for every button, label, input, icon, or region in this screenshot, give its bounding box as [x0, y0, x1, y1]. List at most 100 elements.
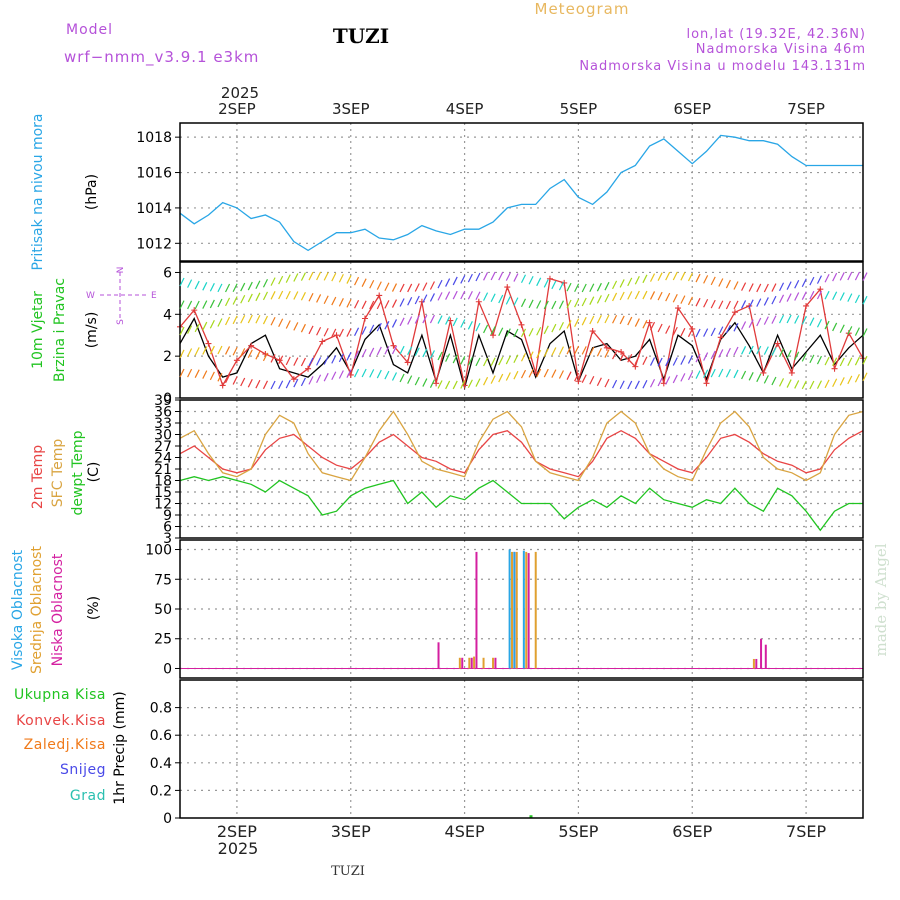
wind-vector [596, 282, 602, 292]
wind-vector [733, 323, 739, 332]
gust-marker [646, 319, 653, 326]
wind-vector [316, 271, 322, 281]
wind-vector [687, 296, 693, 306]
wind-vector [308, 325, 314, 335]
coords-text: lon,lat (19.32E, 42.36N) [686, 27, 866, 42]
wind-vector [316, 357, 322, 366]
legend-conv-rain: Konvek.Kisa [16, 713, 106, 729]
wind-vector [338, 298, 344, 307]
wind-vector [384, 282, 390, 292]
wind-vector [741, 346, 747, 355]
series-line [179, 429, 864, 478]
wind-vector [354, 368, 360, 378]
wind-vector [634, 290, 640, 300]
wind-vector [862, 328, 868, 337]
wind-vector [794, 380, 800, 389]
wind-vector [361, 368, 367, 378]
wind-vector [316, 374, 322, 384]
top-date-label: 5SEP [560, 100, 598, 118]
panel-frame [179, 679, 864, 819]
gust-marker [290, 376, 297, 383]
wind-vector [558, 322, 564, 331]
wind-vector [376, 346, 382, 356]
wind-vector [429, 379, 435, 388]
wind-vector [217, 318, 223, 327]
wind-vector [756, 345, 762, 355]
gust-marker [746, 302, 753, 309]
wind-vector [839, 272, 845, 281]
wind-vector [718, 326, 724, 335]
wind-vector [498, 356, 504, 366]
wind-vector [323, 272, 329, 281]
wind-vector [703, 369, 709, 378]
wind-vector [741, 321, 747, 330]
wind-vector [558, 346, 564, 355]
cloud-bar [534, 551, 537, 669]
wind-vector [574, 372, 580, 382]
wind-vector [536, 368, 542, 378]
wind-vector [202, 282, 208, 291]
wind-vector [809, 276, 815, 286]
wind-vector [816, 355, 823, 365]
wind-vector [498, 327, 504, 337]
wind-vector [627, 291, 633, 300]
cloud-bar [492, 657, 495, 669]
wind-vector [710, 276, 716, 286]
wind-vector [680, 295, 686, 304]
wind-vector [528, 351, 534, 360]
wind-vector [194, 347, 200, 356]
wind-vector [619, 380, 625, 390]
wind-vector [543, 279, 549, 288]
gust-marker [205, 340, 212, 347]
wind-vector [300, 357, 306, 367]
wind-vector [847, 357, 853, 367]
model-label: Model [66, 22, 113, 38]
cloud-bar [511, 551, 514, 669]
bottom-date-label: 3SEP [331, 822, 371, 841]
wind-vector [361, 300, 367, 310]
wind-vector [574, 298, 580, 308]
wind-panel: 0 2 4 6 [163, 261, 868, 407]
wind-vector [391, 345, 398, 355]
wind-vector [293, 378, 299, 388]
wind-vector [278, 318, 284, 328]
wind-vector [680, 272, 686, 281]
wind-vector [748, 345, 754, 355]
wind-vector [581, 374, 587, 383]
wind-vector [748, 372, 754, 381]
wind-vector [771, 376, 777, 386]
wind-vector [756, 317, 762, 327]
wind-vector [703, 328, 709, 337]
wind-vector [725, 279, 731, 289]
wind-vector [680, 373, 686, 382]
wind-vector [513, 370, 519, 380]
wind-vector [384, 300, 390, 309]
wind-vector [179, 326, 185, 336]
wind-vector [551, 300, 557, 310]
wind-vector [384, 320, 390, 330]
wind-vector [460, 275, 466, 284]
wind-vector [763, 297, 769, 306]
t2m-title: 2m Temp [30, 445, 46, 509]
wind-vector [460, 380, 466, 389]
wind-vector [619, 291, 625, 301]
wind-vector [528, 299, 534, 309]
wind-vector [414, 376, 420, 386]
temp-unit: (C) [86, 462, 102, 483]
wind-vector [445, 316, 451, 325]
wind-vector [854, 356, 860, 366]
top-date-label: 3SEP [332, 100, 370, 118]
wind-vector [566, 320, 572, 329]
wind-vector [642, 290, 648, 300]
wind-vector [513, 273, 519, 282]
wind-vector [763, 375, 769, 384]
wind-vector [483, 272, 489, 281]
wind-vector [847, 271, 853, 281]
wind-vector [240, 314, 246, 324]
wind-vector [202, 321, 208, 331]
wind-vector [179, 300, 185, 309]
y-tick-label: 25 [154, 632, 172, 648]
y-tick-label: 0.2 [150, 783, 172, 799]
compass-n: N [116, 267, 126, 274]
wind-vector [778, 378, 785, 387]
